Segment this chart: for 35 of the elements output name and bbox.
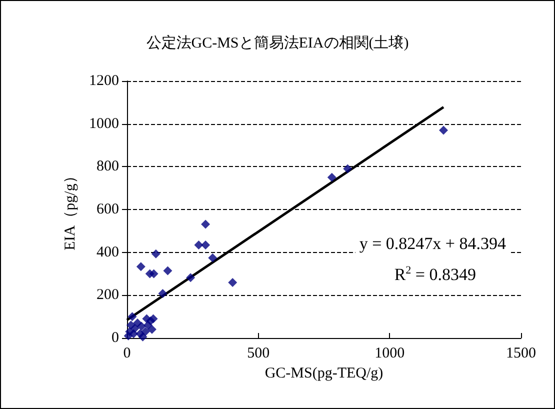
point bbox=[186, 273, 196, 282]
point bbox=[194, 240, 204, 250]
annotation: y = 0.8247x + 84.394 bbox=[359, 234, 506, 253]
x-tick-label: 500 bbox=[247, 346, 270, 362]
y-tick-label: 1200 bbox=[89, 73, 119, 89]
point bbox=[136, 262, 146, 272]
y-tick-label: 400 bbox=[96, 244, 119, 260]
point bbox=[136, 322, 146, 331]
x-axis-title: GC-MS(pg-TEQ/g) bbox=[264, 365, 384, 382]
x-tick-label: 1000 bbox=[374, 346, 405, 362]
point bbox=[140, 327, 150, 336]
point bbox=[201, 240, 210, 250]
y-tick-label: 0 bbox=[112, 330, 119, 346]
point bbox=[151, 249, 160, 258]
point bbox=[439, 126, 448, 135]
point bbox=[138, 332, 148, 342]
point bbox=[147, 324, 156, 334]
y-tick-label: 600 bbox=[96, 202, 119, 218]
x-tick-label: 0 bbox=[123, 346, 131, 362]
point bbox=[128, 312, 137, 322]
point bbox=[148, 314, 158, 324]
y-axis-title: EIA（pg/g） bbox=[62, 168, 79, 250]
y-tick-label: 800 bbox=[96, 158, 119, 175]
point bbox=[149, 269, 158, 278]
point bbox=[158, 288, 168, 298]
point bbox=[163, 266, 172, 276]
point bbox=[228, 278, 238, 288]
x-tick-label: 1500 bbox=[506, 346, 536, 362]
point bbox=[343, 164, 352, 174]
point bbox=[327, 172, 336, 182]
point bbox=[201, 220, 210, 229]
chart-title: 公定法GC-MSと簡易法EIAの相関(土壌) bbox=[146, 34, 409, 52]
y-tick-label: 1000 bbox=[89, 116, 119, 132]
y-tick-label: 200 bbox=[96, 287, 119, 304]
point bbox=[208, 253, 218, 262]
